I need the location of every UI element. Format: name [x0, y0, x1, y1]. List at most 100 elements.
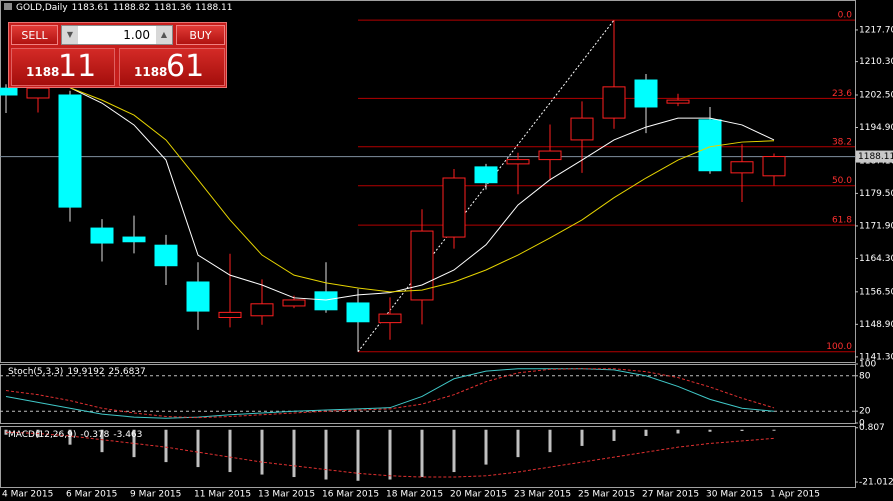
macd-bar — [612, 429, 616, 441]
pane-frame — [0, 426, 856, 488]
sell-pips: 11 — [58, 49, 97, 84]
x-tick-label: 20 Mar 2015 — [450, 490, 507, 500]
fib-label: 100.0 — [826, 342, 852, 352]
candle-body — [506, 159, 530, 165]
open-value: 1183.61 — [71, 3, 109, 13]
y-tick-label: 1156.50 — [859, 287, 893, 297]
candle-body — [378, 313, 402, 324]
buy-button[interactable]: BUY — [176, 25, 225, 45]
y-tick-label: 1202.50 — [859, 90, 893, 100]
fib-label: 0.0 — [838, 11, 853, 21]
macd-bar — [324, 429, 328, 480]
macd-bar — [260, 429, 264, 475]
lot-decrease[interactable]: ▼ — [62, 26, 78, 44]
candle-body — [282, 299, 306, 307]
candle-body — [730, 161, 754, 174]
moving-average — [69, 87, 775, 301]
pane-frame — [0, 0, 856, 363]
macd-bar — [164, 429, 168, 463]
close-value: 1188.11 — [195, 3, 233, 13]
sell-big-figure: 1188 — [26, 65, 60, 79]
macd-bar — [452, 429, 456, 473]
stoch-signal-value: 25.6837 — [108, 367, 146, 377]
pane-frame — [0, 364, 856, 424]
symbol: GOLD,Daily — [16, 3, 68, 13]
macd-bar — [132, 429, 136, 458]
macd-bar — [388, 429, 392, 480]
x-tick-label: 1 Apr 2015 — [770, 490, 820, 500]
macd-signal-value: -3.463 — [113, 430, 143, 440]
y-tick-label: 100 — [859, 360, 876, 370]
lot-field[interactable]: ▼ 1.00 ▲ — [61, 25, 173, 45]
x-tick-label: 16 Mar 2015 — [322, 490, 379, 500]
macd-bar — [420, 429, 424, 478]
candle-body — [570, 117, 594, 141]
fib-label: 38.2 — [832, 137, 852, 147]
macd-bar — [740, 429, 744, 431]
macd-bar — [772, 429, 776, 431]
y-tick-label: 0 — [859, 419, 865, 429]
macd-bar — [708, 429, 712, 432]
x-tick-label: 25 Mar 2015 — [578, 490, 635, 500]
low-value: 1181.36 — [154, 3, 192, 13]
macd-main-value: -0.378 — [80, 430, 110, 440]
fib-label: 23.6 — [832, 89, 852, 99]
x-tick-label: 11 Mar 2015 — [194, 490, 251, 500]
lot-increase[interactable]: ▲ — [156, 26, 172, 44]
y-tick-label: 1217.70 — [859, 25, 893, 35]
macd-title: MACD(12,26,9) — [8, 430, 77, 440]
y-tick-label: 1148.90 — [859, 320, 893, 330]
y-tick-label: 20 — [859, 407, 871, 417]
stoch-title: Stoch(5,3,3) — [8, 367, 64, 377]
x-tick-label: 13 Mar 2015 — [258, 490, 315, 500]
fib-label: 61.8 — [832, 216, 852, 226]
candle-body — [186, 281, 210, 312]
chart-icon — [4, 3, 12, 10]
macd-bar — [644, 429, 648, 436]
x-tick-label: 18 Mar 2015 — [386, 490, 443, 500]
chart-header: GOLD,Daily 1183.61 1188.82 1181.36 1188.11 — [4, 3, 237, 13]
candle-body — [26, 87, 50, 99]
y-tick-label: 1210.30 — [859, 57, 893, 67]
candle-body — [218, 311, 242, 318]
x-tick-label: 9 Mar 2015 — [130, 490, 181, 500]
candle-body — [250, 303, 274, 317]
candle-body — [442, 177, 466, 238]
macd-bar — [100, 429, 104, 453]
candle-body — [90, 227, 114, 244]
bid-box — [856, 150, 893, 163]
candle-body — [474, 166, 498, 184]
candle-body — [58, 94, 82, 208]
macd-bar — [484, 429, 488, 465]
stoch-header: Stoch(5,3,3) 19.9192 25.6837 — [8, 367, 150, 377]
x-tick-label: 30 Mar 2015 — [706, 490, 763, 500]
candle-body — [122, 236, 146, 243]
buy-price[interactable]: 1188 61 — [119, 48, 225, 86]
x-tick-label: 27 Mar 2015 — [642, 490, 699, 500]
bid-label: 1188.11 — [858, 152, 893, 162]
macd-bar — [196, 429, 200, 468]
indicator-line — [5, 368, 775, 419]
sell-price[interactable]: 1188 11 — [11, 48, 115, 86]
buy-pips: 61 — [166, 49, 205, 84]
y-tick-label: 1179.50 — [859, 189, 893, 199]
stoch-main-value: 19.9192 — [67, 367, 105, 377]
y-tick-label: 0.807 — [859, 423, 885, 433]
y-tick-label: 1171.90 — [859, 221, 893, 231]
moving-average — [69, 87, 775, 293]
macd-bar — [676, 429, 680, 434]
candle-body — [154, 244, 178, 267]
sell-button[interactable]: SELL — [11, 25, 58, 45]
macd-signal — [5, 431, 775, 478]
candle-body — [666, 99, 690, 104]
macd-bar — [292, 429, 296, 478]
macd-bar — [516, 429, 520, 458]
macd-bar — [548, 429, 552, 453]
lot-value[interactable]: 1.00 — [123, 28, 150, 42]
y-tick-label: 1164.30 — [859, 254, 893, 264]
candle-body — [0, 87, 18, 96]
x-tick-label: 23 Mar 2015 — [514, 490, 571, 500]
x-tick-label: 4 Mar 2015 — [2, 490, 53, 500]
candle-body — [538, 150, 562, 161]
